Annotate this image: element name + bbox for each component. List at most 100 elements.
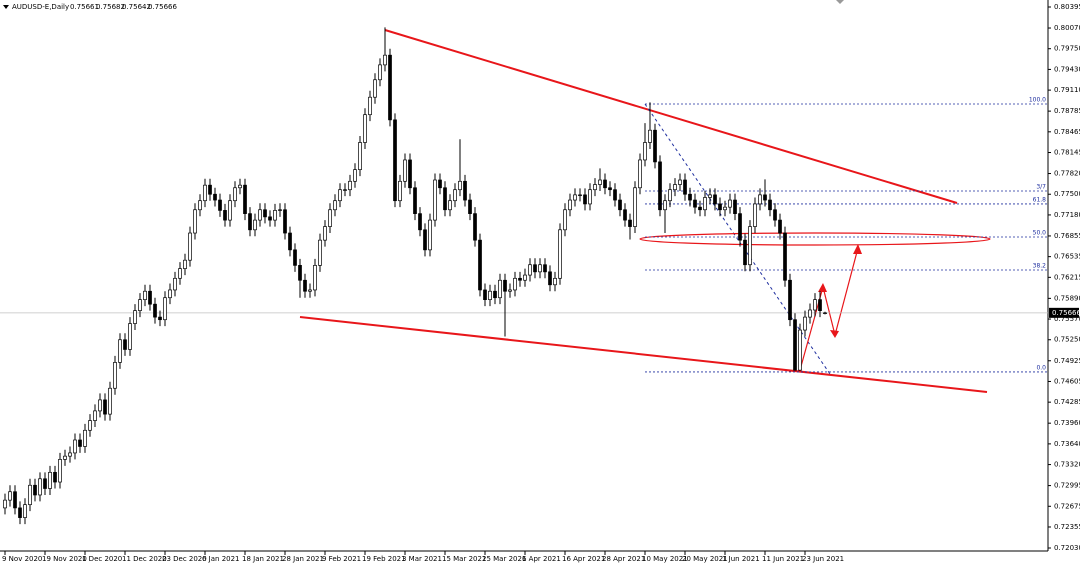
y-tick-label: 0.74925	[1054, 357, 1080, 365]
candle-body	[673, 184, 677, 191]
candle-body	[163, 297, 167, 321]
candle-body	[703, 197, 707, 211]
candle-body	[643, 142, 647, 161]
candle-body	[528, 264, 532, 276]
candle-body	[518, 277, 522, 281]
shift-marker	[836, 0, 844, 4]
candle-body	[53, 471, 57, 483]
y-tick-label: 0.72030	[1054, 544, 1080, 552]
candle-body	[803, 316, 807, 331]
candle-body	[563, 209, 567, 231]
candle-body	[198, 200, 202, 211]
high-value: 0.75682	[96, 3, 125, 11]
y-tick-label: 0.72355	[1054, 523, 1080, 531]
x-tick-label: 9 Nov 2020	[2, 555, 42, 563]
candle-body	[78, 439, 82, 447]
candle-body	[408, 159, 412, 189]
candle-body	[718, 203, 722, 211]
candle-body	[593, 184, 597, 191]
candle-body	[583, 194, 587, 205]
candle-body	[253, 219, 257, 231]
y-tick-label: 0.76215	[1054, 273, 1080, 281]
candle-body	[523, 274, 527, 281]
candle-body	[248, 213, 252, 231]
candle-body	[88, 420, 92, 431]
candle-body	[743, 239, 747, 266]
candle-body	[758, 194, 762, 205]
candle-body	[283, 209, 287, 234]
fibo-label: 50.0	[1033, 229, 1047, 236]
candle-body	[243, 184, 247, 214]
candle-body	[183, 259, 187, 269]
candle-body	[323, 226, 327, 241]
candle-body	[378, 64, 382, 81]
candle-body	[613, 189, 617, 201]
candle-body	[413, 187, 417, 214]
zone-ellipse	[639, 232, 991, 246]
candle-body	[678, 179, 682, 185]
candle-body	[308, 289, 312, 292]
candle-body	[193, 209, 197, 234]
candle-body	[458, 180, 462, 191]
candle-body	[98, 399, 102, 412]
candle-body	[313, 265, 317, 291]
fibo-base-line	[644, 103, 831, 375]
candle-body	[433, 179, 437, 221]
y-tick-label: 0.76535	[1054, 253, 1080, 261]
candle-body	[158, 316, 162, 321]
fibo-label: 100.0	[1029, 97, 1046, 104]
candle-body	[303, 279, 307, 292]
candle-body	[483, 289, 487, 301]
candle-body	[388, 54, 392, 121]
candle-body	[168, 289, 172, 299]
fibo-label: 38.2	[1033, 262, 1047, 269]
candle-body	[3, 499, 7, 509]
arrow-head	[853, 244, 862, 254]
candle-body	[218, 199, 222, 211]
candle-body	[178, 268, 182, 279]
x-tick-label: 10 May 2021	[642, 555, 688, 563]
candle-body	[238, 184, 242, 189]
candle-body	[568, 199, 572, 211]
x-tick-label: 28 Apr 2021	[602, 555, 645, 563]
x-tick-label: 23 Jun 2021	[802, 555, 844, 563]
y-tick-label: 0.78785	[1054, 107, 1080, 115]
candle-body	[343, 189, 347, 191]
candle-body	[708, 194, 712, 198]
x-tick-label: 15 Mar 2021	[442, 555, 486, 563]
x-tick-label: 28 Jan 2021	[282, 555, 324, 563]
candle-body	[648, 129, 652, 143]
x-tick-label: 11 Jun 2021	[762, 555, 804, 563]
y-tick-label: 0.74605	[1054, 377, 1080, 385]
current-price: 0.75666	[1052, 309, 1080, 317]
candle-body	[788, 279, 792, 321]
candle-body	[463, 180, 467, 201]
candle-body	[48, 471, 52, 489]
candle-body	[173, 277, 177, 291]
candle-body	[548, 271, 552, 286]
candle-body	[618, 199, 622, 211]
candle-body	[403, 159, 407, 182]
candle-body	[768, 199, 772, 211]
candle-body	[108, 387, 112, 415]
candle-body	[273, 210, 277, 221]
candle-body	[688, 193, 692, 201]
x-tick-label: 19 Feb 2021	[362, 555, 406, 563]
candle-body	[148, 290, 152, 305]
x-tick-label: 9 Feb 2021	[322, 555, 361, 563]
candle-body	[773, 209, 777, 221]
x-tick-label: 20 May 2021	[682, 555, 728, 563]
candle-body	[398, 180, 402, 202]
candle-body	[658, 161, 662, 211]
drawings	[299, 29, 991, 393]
candle-body	[748, 226, 752, 266]
x-tick-label: 19 Nov 2020	[42, 555, 87, 563]
candle-body	[23, 504, 27, 518]
candle-body	[338, 189, 342, 202]
